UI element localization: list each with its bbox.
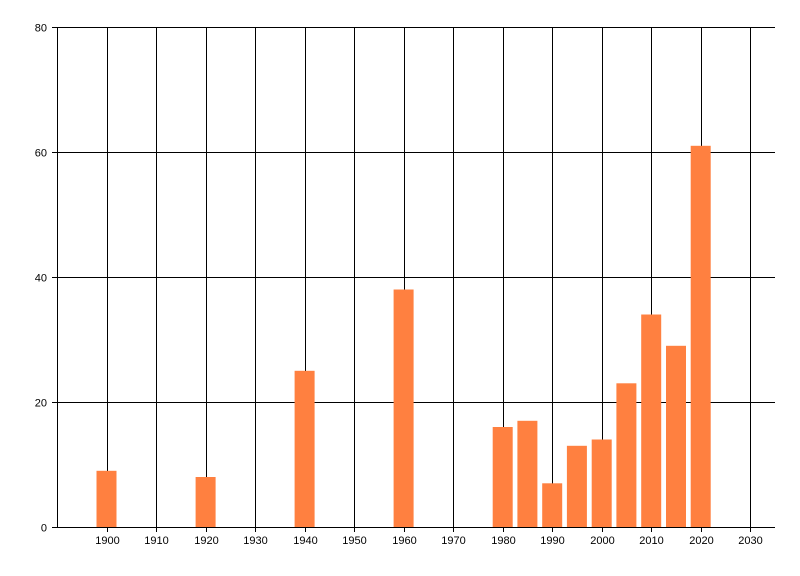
bar-1900 [96,470,117,528]
x-tick-label: 2010 [639,535,663,547]
y-tick-label: 80 [35,23,47,35]
axes [52,27,775,532]
bar-2005 [616,383,637,528]
bar-1990 [542,483,563,528]
y-tick-label: 40 [35,273,47,285]
x-tick-label: 1920 [194,535,218,547]
y-tick-labels: 0 20 40 60 80 [35,23,47,535]
y-tick-label: 0 [41,523,47,535]
x-tick-label: 2000 [590,535,614,547]
y-tick-label: 60 [35,148,47,160]
x-tick-label: 1910 [144,535,168,547]
x-tick-label: 1900 [95,535,119,547]
x-tick-label: 1950 [342,535,366,547]
x-tick-label: 1980 [491,535,515,547]
y-tick-label: 20 [35,398,47,410]
bar-1980 [492,427,513,527]
x-tick-label: 1990 [540,535,564,547]
bars [96,145,711,528]
bar-2020 [690,145,711,528]
bar-2010 [641,314,662,527]
bar-1920 [195,477,216,527]
bar-1960 [393,289,414,527]
bar-2015 [666,345,686,528]
x-tick-label: 2030 [738,535,762,547]
x-tick-label: 1960 [392,535,416,547]
x-tick-label: 2020 [689,535,713,547]
bar-1995 [566,445,587,528]
x-tick-label: 1930 [243,535,267,547]
x-tick-labels: 1900 1910 1920 1930 1940 1950 1960 1970 1980 1990… [95,535,762,547]
bar-2000 [591,439,612,527]
x-tick-label: 1940 [293,535,317,547]
bar-1985 [517,420,538,528]
bar-1940 [294,370,315,528]
x-tick-label: 1970 [441,535,465,547]
